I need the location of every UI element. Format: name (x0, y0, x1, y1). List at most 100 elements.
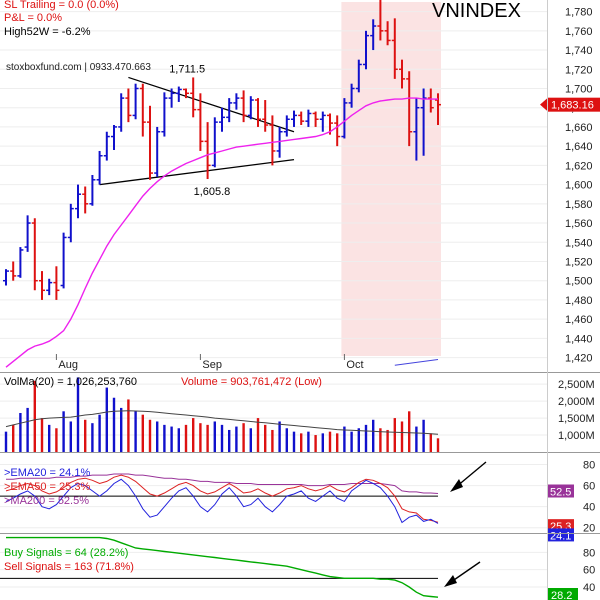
buy-signals-label: Buy Signals = 64 (28.2%) (4, 547, 128, 559)
volume-bar (134, 411, 137, 452)
volume-bar (400, 421, 404, 452)
price-candle (233, 93, 240, 110)
volume-bar (120, 407, 123, 452)
price-candle (341, 98, 348, 139)
price-candle (247, 96, 254, 120)
sell-signals-label: Sell Signals = 163 (71.8%) (4, 561, 134, 573)
volume-bar (12, 424, 15, 452)
volume-bar (213, 421, 216, 452)
volume-bar (91, 423, 94, 452)
price-y-tick-label: 1,740 (565, 45, 593, 57)
breadth-tag-box (548, 528, 574, 542)
volume-bar (220, 424, 224, 452)
price-y-tick-label: 1,500 (565, 276, 593, 288)
signals-y-tick-label: 80 (583, 547, 595, 559)
price-candle (39, 271, 45, 300)
price-candle (269, 115, 276, 166)
volume-bar (393, 418, 396, 452)
volume-y-tick-label: 1,500M (558, 413, 595, 425)
volume-bar (422, 419, 425, 452)
price-candle (399, 59, 405, 89)
volume-bar (235, 426, 238, 452)
volume-bar (292, 431, 296, 452)
price-candle (370, 19, 377, 51)
price-candle (240, 90, 247, 123)
price-y-tick-label: 1,720 (565, 64, 593, 76)
signals-y-tick-label: 60 (583, 565, 595, 577)
price-y-tick-label: 1,700 (565, 83, 593, 95)
price-candle (118, 93, 125, 132)
volume-bar (148, 419, 152, 452)
price-y-tick-label: 1,780 (565, 7, 593, 19)
volume-bar (307, 431, 310, 452)
volume-bar (4, 431, 8, 452)
price-candle (17, 247, 24, 278)
pnl-label: P&L = 0.0% (4, 12, 62, 24)
price-y-tick-label: 1,660 (565, 122, 593, 134)
sl-trailing-label: SL Trailing = 0.0 (0.0%) (4, 0, 119, 11)
price-candle (334, 115, 341, 147)
price-candle (147, 105, 153, 180)
volume-bar (256, 418, 260, 452)
price-candle (31, 218, 38, 291)
volume-y-tick-label: 1,000M (558, 430, 595, 442)
breadth-y-tick-label: 20 (583, 523, 595, 535)
volume-bar (98, 414, 101, 452)
volume-bar (163, 424, 166, 452)
price-candle (60, 232, 67, 289)
price-candle (53, 266, 60, 300)
volume-bar (170, 426, 173, 452)
price-candle (161, 92, 168, 137)
price-candle (319, 111, 326, 132)
volume-bar (364, 424, 368, 452)
volume-bar (372, 419, 375, 452)
ema50-label: >EMA50 = 25.3% (4, 481, 90, 493)
price-y-tick-label: 1,640 (565, 141, 593, 153)
volume-bar (357, 428, 360, 452)
price-grid (0, 11, 547, 359)
price-candle (276, 126, 283, 158)
volume-bar (328, 431, 332, 452)
volume-label: Volume = 903,761,472 (Low) (181, 376, 322, 388)
volume-bar (408, 411, 411, 452)
price-y-tick-label: 1,560 (565, 218, 593, 230)
signals-tag-label: 28.2 (551, 590, 572, 600)
price-candle (204, 122, 211, 180)
moving-average-line (5, 97, 438, 368)
signals-y-axis: 80 60 40 (583, 547, 595, 594)
volume-bar (321, 433, 324, 452)
price-candle (427, 88, 434, 113)
price-candle (291, 110, 297, 127)
price-candle (75, 184, 81, 219)
last-price-tag: 1,683.16 (540, 97, 600, 112)
price-candle (391, 18, 398, 79)
ma200-line (6, 473, 439, 494)
breadth-tag-box (548, 484, 574, 498)
volume-bar (350, 431, 353, 452)
price-candle (125, 88, 132, 123)
price-candle (132, 83, 139, 120)
buy-signals-line (6, 536, 439, 598)
signals-y-tick-label: 40 (583, 582, 595, 594)
price-candle (219, 107, 225, 132)
recent-highlight-band (341, 2, 441, 356)
breadth-grid (0, 464, 547, 529)
breadth-tag-label: 24.1 (550, 530, 571, 542)
volume-y-tick-label: 2,500M (558, 379, 595, 391)
volume-bar (55, 428, 58, 452)
price-candle (355, 59, 362, 93)
volume-bar (271, 429, 274, 452)
price-x-axis: Aug Sep Oct (55, 354, 364, 371)
price-y-tick-label: 1,420 (565, 353, 593, 365)
ticker-title: VNINDEX (432, 0, 521, 22)
price-candle (197, 93, 204, 151)
ema20-label: >EMA20 = 24.1% (4, 467, 90, 479)
x-axis-label: Aug (58, 359, 78, 371)
x-axis-label: Oct (346, 359, 363, 371)
trailing-stop-line (394, 359, 439, 366)
price-candle (3, 269, 9, 286)
volume-bar (228, 429, 231, 452)
volume-bar (141, 414, 144, 452)
volume-bar (62, 411, 65, 452)
price-candle (305, 109, 312, 127)
